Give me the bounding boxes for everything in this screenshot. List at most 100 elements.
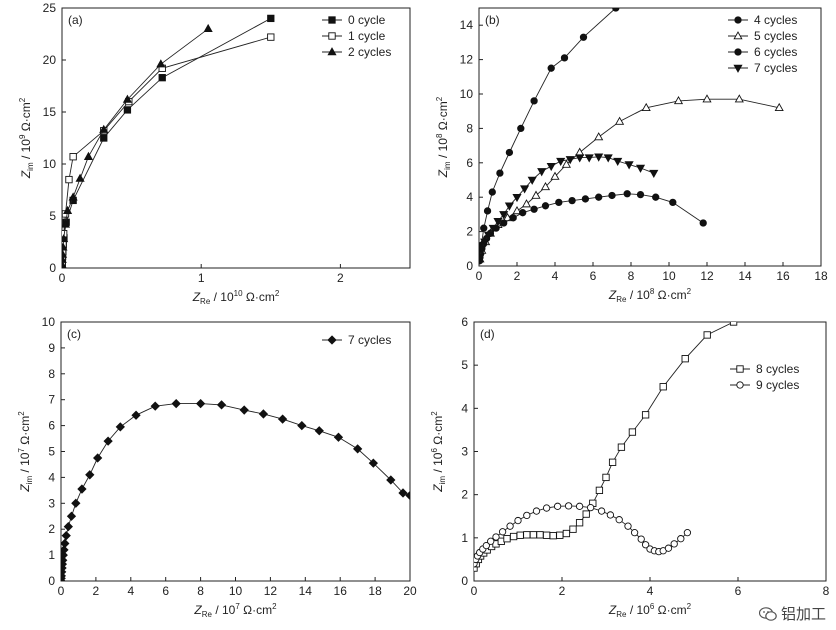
y-tick-label: 6 bbox=[48, 419, 55, 433]
data-point bbox=[703, 331, 711, 339]
data-point bbox=[500, 219, 508, 227]
data-point bbox=[575, 502, 584, 510]
data-point bbox=[555, 198, 563, 207]
data-point bbox=[564, 502, 573, 510]
data-point bbox=[103, 436, 113, 446]
data-point bbox=[156, 59, 166, 68]
data-point bbox=[624, 522, 632, 530]
data-point bbox=[586, 503, 595, 512]
y-tick-label: 14 bbox=[460, 18, 474, 32]
data-point bbox=[509, 532, 518, 541]
data-point bbox=[195, 398, 206, 409]
data-point bbox=[63, 205, 73, 215]
data-point bbox=[66, 511, 77, 521]
data-point bbox=[62, 242, 68, 251]
data-point bbox=[521, 199, 532, 208]
x-tick-label: 4 bbox=[552, 269, 559, 283]
x-tick-label: 16 bbox=[776, 269, 790, 283]
plot-area bbox=[474, 322, 738, 572]
data-point bbox=[729, 322, 738, 326]
data-point bbox=[531, 190, 541, 199]
y-tick-label: 3 bbox=[48, 496, 55, 510]
data-point bbox=[664, 544, 673, 552]
x-axis-label: ZRe / 108 Ω·cm2 bbox=[608, 287, 692, 304]
data-point bbox=[62, 249, 68, 258]
data-point bbox=[537, 168, 547, 177]
data-point bbox=[734, 94, 744, 103]
data-point bbox=[575, 519, 584, 527]
data-point bbox=[498, 528, 507, 536]
data-point bbox=[75, 173, 85, 182]
data-point bbox=[595, 486, 604, 494]
y-tick-label: 20 bbox=[43, 53, 57, 67]
legend-label: 2 cycles bbox=[348, 45, 391, 59]
y-tick-label: 0 bbox=[461, 574, 468, 588]
data-point bbox=[536, 531, 544, 539]
data-point bbox=[506, 522, 514, 530]
data-point bbox=[641, 541, 650, 549]
x-tick-label: 8 bbox=[628, 269, 635, 283]
x-tick-label: 2 bbox=[559, 584, 566, 598]
x-tick-label: 16 bbox=[334, 584, 348, 598]
data-point bbox=[597, 507, 606, 515]
x-tick-label: 4 bbox=[127, 584, 134, 598]
y-tick-label: 10 bbox=[42, 315, 56, 329]
data-point bbox=[542, 531, 551, 539]
data-point bbox=[479, 245, 487, 254]
y-tick-label: 4 bbox=[48, 470, 55, 484]
data-point bbox=[532, 507, 541, 515]
data-point bbox=[683, 529, 692, 537]
data-point bbox=[499, 211, 509, 220]
data-point bbox=[561, 159, 571, 168]
chart-panel-b: 0 2 4 6 8 10 12 14 16 18 0 2 4 6 8 10 12 14 (b) ZRe / 108 Ω… bbox=[435, 7, 828, 304]
data-point bbox=[575, 154, 585, 163]
data-point bbox=[530, 97, 538, 105]
panel-label: (d) bbox=[480, 327, 495, 341]
data-point bbox=[677, 535, 685, 543]
data-point bbox=[512, 193, 522, 203]
data-point bbox=[636, 190, 645, 199]
data-point bbox=[624, 161, 634, 170]
data-point bbox=[582, 510, 590, 518]
panel-label: (c) bbox=[67, 327, 81, 341]
data-point bbox=[267, 14, 275, 23]
y-tick-label: 2 bbox=[48, 522, 55, 536]
data-point bbox=[122, 94, 132, 103]
data-point bbox=[628, 428, 637, 436]
legend-marker bbox=[734, 16, 742, 24]
series-line bbox=[474, 505, 688, 564]
data-point bbox=[606, 511, 615, 519]
data-point bbox=[702, 94, 712, 103]
legend: 8 cycles 9 cycles bbox=[730, 362, 799, 392]
x-tick-label: 0 bbox=[471, 584, 478, 598]
data-point bbox=[560, 54, 569, 62]
data-point bbox=[63, 521, 73, 532]
legend-marker bbox=[328, 16, 336, 24]
plot-area bbox=[62, 14, 275, 268]
data-point bbox=[216, 400, 227, 410]
data-point bbox=[71, 498, 81, 508]
x-tick-label: 0 bbox=[58, 584, 65, 598]
y-tick-label: 0 bbox=[466, 259, 473, 273]
data-point bbox=[516, 531, 524, 539]
data-point bbox=[479, 254, 485, 263]
data-point bbox=[503, 535, 511, 543]
y-tick-label: 9 bbox=[48, 341, 55, 355]
data-point bbox=[556, 531, 564, 539]
data-point bbox=[652, 193, 660, 201]
y-tick-label: 4 bbox=[461, 401, 468, 415]
legend: 0 cycle 1 cycle 2 cycles bbox=[322, 13, 391, 59]
data-point bbox=[673, 95, 684, 105]
legend-label: 0 cycle bbox=[348, 13, 386, 27]
data-point bbox=[649, 169, 659, 179]
y-tick-label: 10 bbox=[43, 157, 57, 171]
data-point bbox=[514, 516, 522, 525]
data-point bbox=[488, 224, 498, 234]
x-tick-label: 4 bbox=[647, 584, 654, 598]
data-point bbox=[670, 540, 678, 548]
data-point bbox=[617, 443, 626, 451]
x-tick-label: 12 bbox=[264, 584, 278, 598]
watermark-text: 铝加工 bbox=[780, 605, 826, 623]
y-tick-label: 8 bbox=[466, 121, 473, 135]
